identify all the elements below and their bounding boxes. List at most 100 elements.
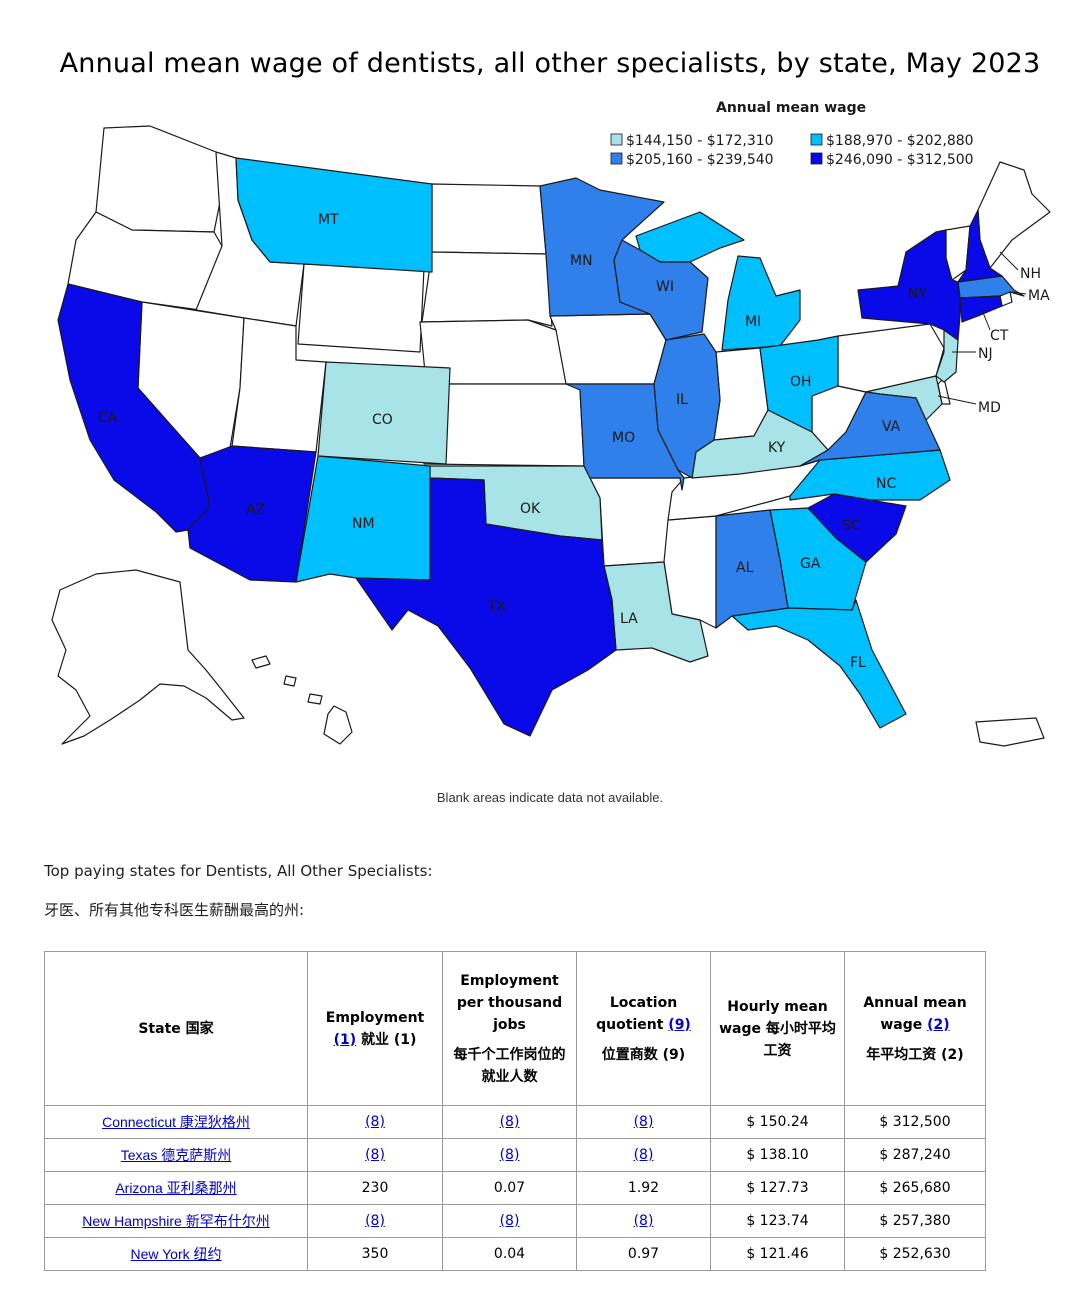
label-la: LA (620, 611, 638, 627)
state-hi-3 (283, 675, 297, 687)
state-mi[interactable] (635, 211, 745, 263)
header-hourly-wage: Hourly mean wage 每小时平均工资 (710, 951, 845, 1106)
map-legend: Annual mean wage $144,150 - $172,310 $18… (610, 100, 974, 168)
state-link-arizona[interactable]: Arizona 亚利桑那州 (115, 1180, 237, 1196)
state-nh[interactable] (957, 209, 1003, 283)
employment-cell-link[interactable]: (8) (365, 1213, 385, 1229)
hourly-wage-cell: $ 138.10 (710, 1138, 845, 1172)
hourly-wage-cell: $ 150.24 (710, 1105, 845, 1139)
header-per-thousand: Employment per thousand jobs 每千个工作岗位的就业人… (442, 951, 577, 1106)
employment-cell-link[interactable]: (8) (365, 1114, 385, 1130)
per-thousand-cell: 0.04 (442, 1237, 577, 1271)
header-per-thousand-zh: 每千个工作岗位的就业人数 (453, 1046, 566, 1085)
state-ny[interactable] (857, 229, 961, 341)
header-annual-label: Annual mean wage (863, 994, 967, 1033)
header-location-quotient: Location quotient (9) 位置商数 (9) (576, 951, 711, 1106)
intro-text-english: Top paying states for Dentists, All Othe… (44, 862, 433, 880)
state-oh[interactable] (759, 335, 839, 433)
per-thousand-cell-link[interactable]: (8) (499, 1147, 520, 1163)
lq-cell-link[interactable]: (8) (633, 1213, 654, 1229)
lq-cell-link[interactable]: (8) (633, 1114, 654, 1130)
legend-label-1: $144,150 - $172,310 (626, 133, 774, 149)
state-sd[interactable] (421, 251, 553, 327)
annual-footnote-link[interactable]: (2) (927, 1016, 950, 1033)
territory-pr[interactable] (975, 717, 1045, 747)
state-hi[interactable] (323, 705, 353, 745)
state-az[interactable] (187, 445, 317, 583)
legend-label-3: $205,160 - $239,540 (626, 152, 774, 168)
state-co[interactable] (317, 361, 451, 465)
label-il: IL (676, 392, 688, 408)
state-ut[interactable] (231, 317, 327, 453)
label-va: VA (882, 419, 901, 435)
header-per-thousand-label: Employment per thousand jobs (456, 972, 563, 1033)
state-nd[interactable] (431, 183, 547, 255)
us-state-map: MT MN WI MI NY NH MA CT NJ MD CA CO IL O… (51, 100, 1051, 747)
state-mo[interactable] (565, 383, 685, 491)
table-row: Connecticut 康涅狄格州 (8) (8) (8) $ 150.24 $… (44, 1105, 986, 1139)
table-row: Texas 德克萨斯州 (8) (8) (8) $ 138.10 $ 287,2… (44, 1138, 986, 1172)
label-az: AZ (246, 502, 265, 518)
state-link-new-hampshire[interactable]: New Hampshire 新罕布什尔州 (82, 1213, 270, 1229)
label-ct: CT (990, 328, 1009, 344)
state-va[interactable] (799, 391, 941, 467)
annual-wage-cell: $ 312,500 (844, 1105, 986, 1139)
state-link-connecticut[interactable]: Connecticut 康涅狄格州 (102, 1114, 250, 1130)
per-thousand-cell-link[interactable]: (8) (499, 1213, 520, 1229)
legend-swatch-1 (610, 133, 623, 146)
state-ak[interactable] (51, 569, 245, 745)
employment-footnote-link[interactable]: (1) (333, 1031, 357, 1048)
header-lq-label: Location quotient (596, 994, 678, 1033)
table-row: Arizona 亚利桑那州 230 0.07 1.92 $ 127.73 $ 2… (44, 1171, 986, 1205)
state-tx[interactable] (355, 477, 617, 737)
label-ma: MA (1028, 288, 1050, 304)
header-employment: Employment (1) 就业 (1) (307, 951, 443, 1106)
label-ca: CA (98, 410, 118, 426)
label-wi: WI (656, 279, 674, 295)
intro-text-chinese: 牙医、所有其他专科医生薪酬最高的州: (44, 901, 305, 919)
state-fl[interactable] (731, 599, 907, 729)
label-nc: NC (876, 476, 896, 492)
state-link-new-york[interactable]: New York 纽约 (130, 1246, 222, 1262)
lq-footnote-link[interactable]: (9) (668, 1016, 691, 1033)
state-wi[interactable] (613, 239, 709, 341)
state-al[interactable] (715, 509, 789, 629)
label-fl: FL (850, 655, 866, 671)
label-nm: NM (352, 516, 375, 532)
label-md: MD (978, 400, 1001, 416)
state-me[interactable] (977, 161, 1051, 269)
label-mo: MO (612, 430, 635, 446)
state-hi-2 (307, 693, 323, 705)
employment-cell: 230 (307, 1171, 443, 1205)
state-mi-lower[interactable] (721, 255, 801, 351)
state-wa[interactable] (95, 125, 229, 233)
label-sc: SC (842, 518, 861, 534)
label-tx: TX (487, 599, 507, 615)
employment-cell-link[interactable]: (8) (365, 1147, 385, 1163)
state-ct[interactable] (959, 295, 1003, 323)
annual-wage-cell: $ 252,630 (844, 1237, 986, 1271)
state-link-texas[interactable]: Texas 德克萨斯州 (120, 1147, 232, 1163)
state-sc[interactable] (807, 493, 907, 563)
header-annual-wage: Annual mean wage (2) 年平均工资 (2) (844, 951, 986, 1106)
legend-swatch-2 (810, 133, 823, 146)
per-thousand-cell-link[interactable]: (8) (499, 1114, 520, 1130)
label-mi: MI (745, 314, 761, 330)
label-mt: MT (318, 212, 339, 228)
table-row: New York 纽约 350 0.04 0.97 $ 121.46 $ 252… (44, 1237, 986, 1271)
legend-swatch-4 (810, 152, 823, 165)
header-lq-zh: 位置商数 (9) (601, 1046, 686, 1063)
header-state: State 国家 (44, 951, 308, 1106)
state-ia[interactable] (549, 313, 667, 385)
state-mt[interactable] (235, 157, 433, 273)
lq-cell-link[interactable]: (8) (633, 1147, 654, 1163)
map-note: Blank areas indicate data not available. (436, 790, 664, 805)
label-co: CO (372, 412, 393, 428)
legend-label-2: $188,970 - $202,880 (826, 133, 974, 149)
header-employment-label: Employment (325, 1009, 425, 1026)
label-nh: NH (1020, 266, 1041, 282)
annual-wage-cell: $ 287,240 (844, 1138, 986, 1172)
legend-swatch-3 (610, 152, 623, 165)
state-wy[interactable] (297, 263, 425, 353)
state-ca[interactable] (57, 283, 211, 533)
